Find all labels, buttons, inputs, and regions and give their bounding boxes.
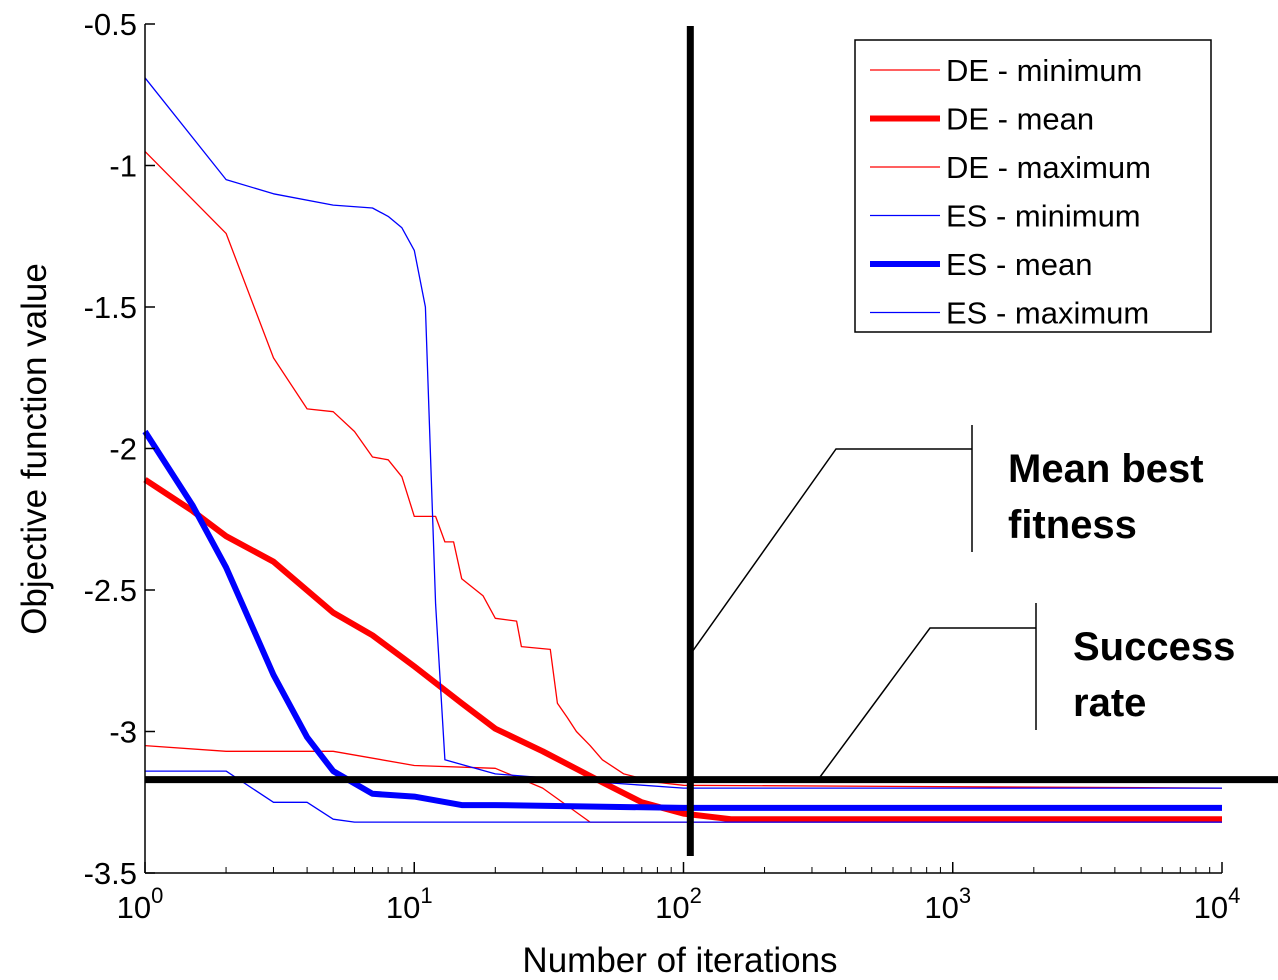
legend-label-es-maximum: ES - maximum [946, 296, 1149, 331]
mean-best-fitness-line-1: Mean best [1008, 447, 1204, 491]
mean-best-fitness-line-2: fitness [1008, 503, 1137, 547]
callouts: Mean best fitness Success rate [691, 425, 1235, 778]
mean-best-fitness-leader [691, 448, 972, 653]
legend-label-es-mean: ES - mean [946, 247, 1092, 282]
legend-items: DE - minimum DE - mean DE - maximum ES - mi… [870, 53, 1151, 331]
success-rate-line-1: Success [1073, 625, 1235, 669]
y-tick-label: -3.5 [84, 856, 137, 891]
series-line-de-mean [143, 477, 1222, 823]
y-tick-label: -1 [109, 149, 137, 184]
x-axis-label: Number of iterations [522, 941, 837, 980]
y-tick-label: -1.5 [84, 290, 137, 325]
legend-label-es-minimum: ES - minimum [946, 199, 1141, 234]
x-tick-label: 103 [924, 883, 971, 925]
legend-label-de-minimum: DE - minimum [946, 53, 1142, 88]
success-rate-leader [819, 627, 1036, 778]
x-tick-label: 102 [655, 883, 702, 925]
y-tick-label: -3 [109, 715, 137, 750]
y-tick-label: -2 [109, 432, 137, 467]
axes: -0.5 -1 -1.5 -2 -2.5 -3 -3.5 100 101 102 103 104 [84, 7, 1241, 925]
y-tick-label: -2.5 [84, 573, 137, 608]
x-tick-label: 104 [1194, 883, 1241, 925]
legend-label-de-maximum: DE - maximum [946, 150, 1151, 185]
markers [145, 26, 1278, 856]
legend: DE - minimum DE - mean DE - maximum ES - mi… [854, 39, 1212, 333]
x-tick-label: 100 [117, 883, 164, 925]
y-ticks: -0.5 -1 -1.5 -2 -2.5 -3 -3.5 [84, 7, 155, 891]
x-ticks: 100 101 102 103 104 [117, 862, 1241, 925]
y-axis-label: Objective function value [15, 263, 54, 635]
success-rate-line-2: rate [1073, 681, 1146, 725]
x-tick-label: 101 [386, 883, 433, 925]
y-tick-label: -0.5 [84, 7, 137, 42]
series-line-de-maximum [144, 150, 1223, 789]
legend-label-de-mean: DE - mean [946, 102, 1094, 137]
legend-box [854, 39, 1212, 333]
